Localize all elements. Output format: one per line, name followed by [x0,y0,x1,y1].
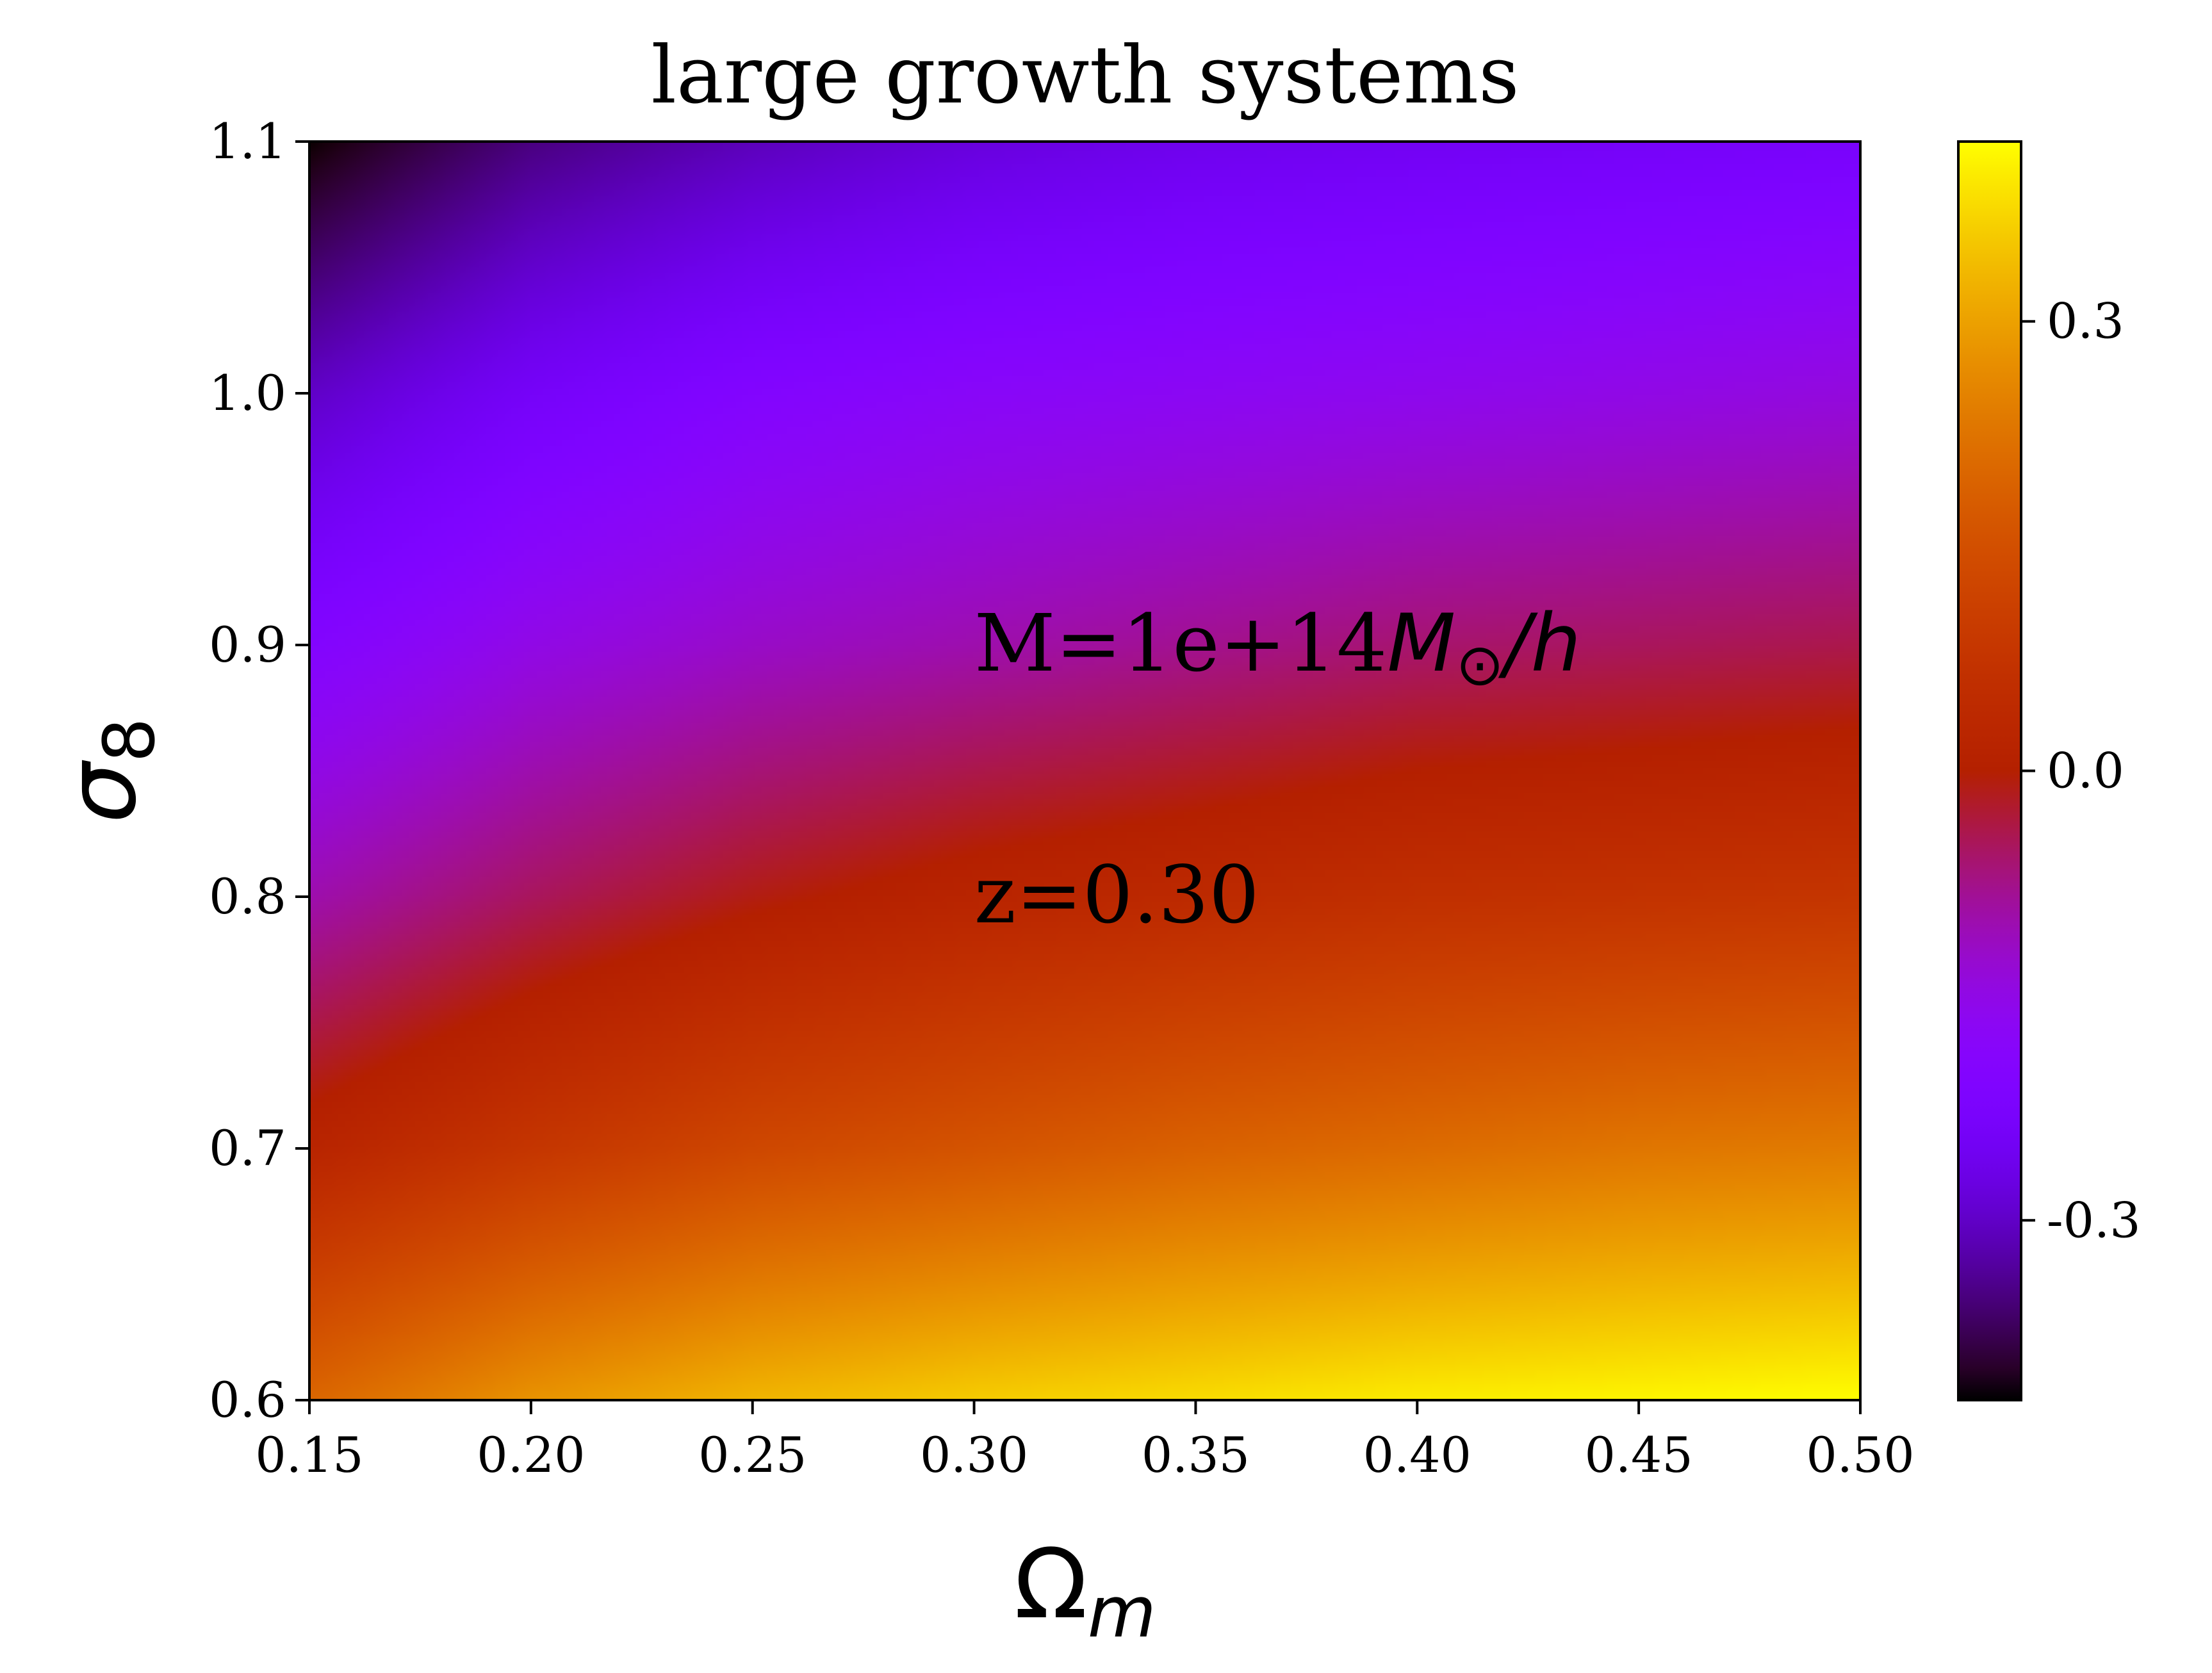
x-tick-label: 0.35 [1142,1426,1250,1483]
y-tick-label: 0.8 [209,868,286,925]
x-axis-label: Ωm [1014,1529,1156,1653]
y-tick-label: 0.6 [209,1371,286,1428]
mass-annotation: M=1e+14M⊙/h [974,598,1582,699]
x-tick-label: 0.25 [698,1426,807,1483]
x-axis-label-subscript: m [1088,1571,1156,1653]
colorbar-tick-label: 0.0 [2047,742,2124,799]
heatmap-plot-area [308,140,1862,1401]
mass-annotation-prefix: M=1e+14 [974,598,1388,690]
colorbar-tick-label: 0.3 [2047,293,2124,350]
mass-annotation-math: M [1387,598,1455,690]
y-tick-label: 0.9 [209,616,286,673]
y-axis: 0.6 0.7 0.8 0.9 1.0 1.1 [209,113,309,1428]
colorbar-gradient [1958,142,2021,1400]
colorbar-tick-label: -0.3 [2047,1191,2141,1248]
y-axis-label: σ8 [46,717,170,823]
y-tick-label: 1.1 [209,113,286,170]
y-tick-label: 0.7 [209,1120,286,1177]
annotations: M=1e+14M⊙/h z=0.30 [974,598,1582,942]
x-tick-label: 0.40 [1363,1426,1471,1483]
redshift-annotation: z=0.30 [974,849,1259,942]
y-tick-label: 1.0 [209,364,286,421]
heatmap-image [309,142,1860,1400]
y-axis-label-subscript: 8 [88,717,170,762]
chart-title: large growth systems [651,29,1519,122]
x-tick-label: 0.45 [1585,1426,1693,1483]
y-axis-label-symbol: σ [46,760,158,824]
mass-annotation-subscript: ⊙ [1455,632,1503,699]
x-tick-label: 0.30 [920,1426,1028,1483]
colorbar-ticks: -0.3 0.0 0.3 [2021,293,2141,1248]
x-tick-label: 0.15 [255,1426,363,1483]
x-tick-label: 0.20 [477,1426,585,1483]
x-axis: 0.15 0.20 0.25 0.30 0.35 0.40 0.45 0.50 [255,1400,1915,1483]
colorbar: -0.3 0.0 0.3 [1957,140,2141,1401]
plot-frame [308,140,1862,1401]
x-tick-label: 0.50 [1806,1426,1914,1483]
x-axis-label-symbol: Ω [1014,1529,1088,1640]
mass-annotation-suffix: /h [1498,598,1581,690]
